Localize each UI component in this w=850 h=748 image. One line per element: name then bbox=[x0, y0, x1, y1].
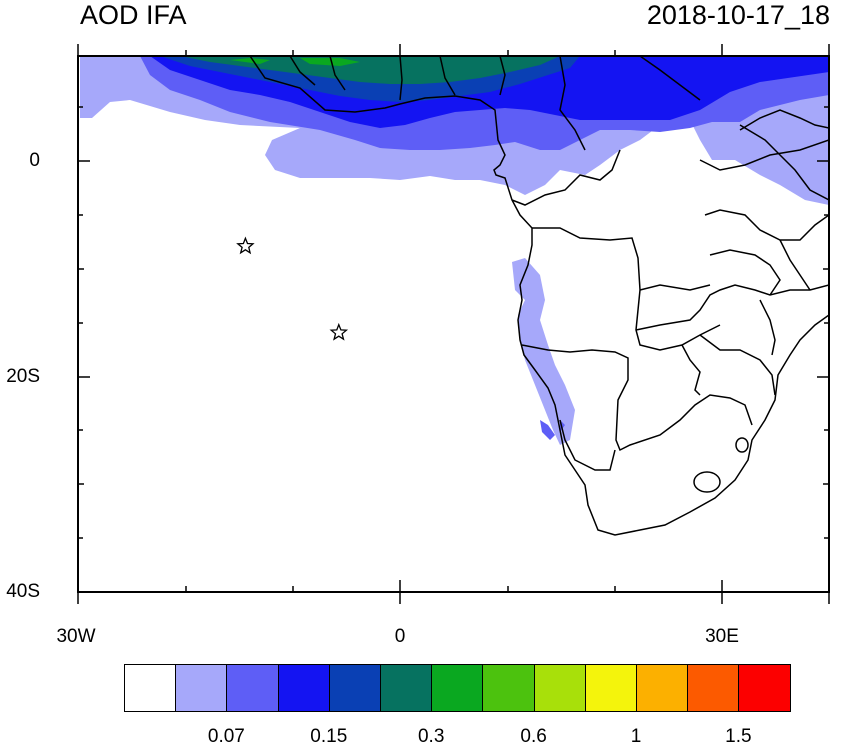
aod-band-peak bbox=[230, 58, 360, 66]
x-label-30w: 30W bbox=[56, 626, 96, 647]
station-markers bbox=[236, 236, 349, 341]
map-datetime: 2018-10-17_18 bbox=[646, 0, 830, 30]
colorbar-box-4 bbox=[329, 665, 381, 711]
colorbar-box-5 bbox=[380, 665, 433, 711]
colorbar-box-10 bbox=[636, 665, 689, 711]
colorbar-box-12 bbox=[739, 665, 791, 711]
colorbar-label-1: 0.15 bbox=[310, 726, 348, 747]
station-star-1 bbox=[236, 236, 255, 255]
colorbar-label-0: 0.07 bbox=[207, 726, 245, 747]
y-label-20s: 20S bbox=[6, 366, 40, 387]
colorbar-box-7 bbox=[483, 665, 535, 711]
colorbar bbox=[124, 664, 792, 712]
aod-band-coastal-mid bbox=[540, 420, 565, 440]
colorbar-box-6 bbox=[432, 665, 484, 711]
map-frame bbox=[77, 55, 830, 593]
x-label-30e: 30E bbox=[705, 626, 739, 647]
colorbar-box-0 bbox=[125, 665, 177, 711]
y-label-40s: 40S bbox=[6, 581, 40, 602]
colorbar-label-4: 1 bbox=[630, 726, 642, 747]
colorbar-box-3 bbox=[278, 665, 330, 711]
aod-band-coastal bbox=[512, 258, 575, 445]
colorbar-box-11 bbox=[688, 665, 740, 711]
station-star-2 bbox=[329, 322, 349, 341]
colorbar-box-1 bbox=[176, 665, 228, 711]
aod-band-highest bbox=[180, 56, 560, 84]
colorbar-label-5: 1.5 bbox=[725, 726, 752, 747]
colorbar-box-2 bbox=[227, 665, 279, 711]
coastlines bbox=[249, 56, 829, 536]
map-title: AOD IFA bbox=[80, 0, 187, 30]
y-label-0: 0 bbox=[29, 150, 40, 171]
x-label-0: 0 bbox=[394, 626, 406, 647]
axis-ticks bbox=[77, 44, 830, 604]
colorbar-label-3: 0.6 bbox=[520, 726, 547, 747]
colorbar-box-8 bbox=[534, 665, 586, 711]
aod-fields bbox=[80, 56, 829, 445]
colorbar-label-2: 0.3 bbox=[417, 726, 445, 747]
colorbar-box-9 bbox=[585, 665, 637, 711]
